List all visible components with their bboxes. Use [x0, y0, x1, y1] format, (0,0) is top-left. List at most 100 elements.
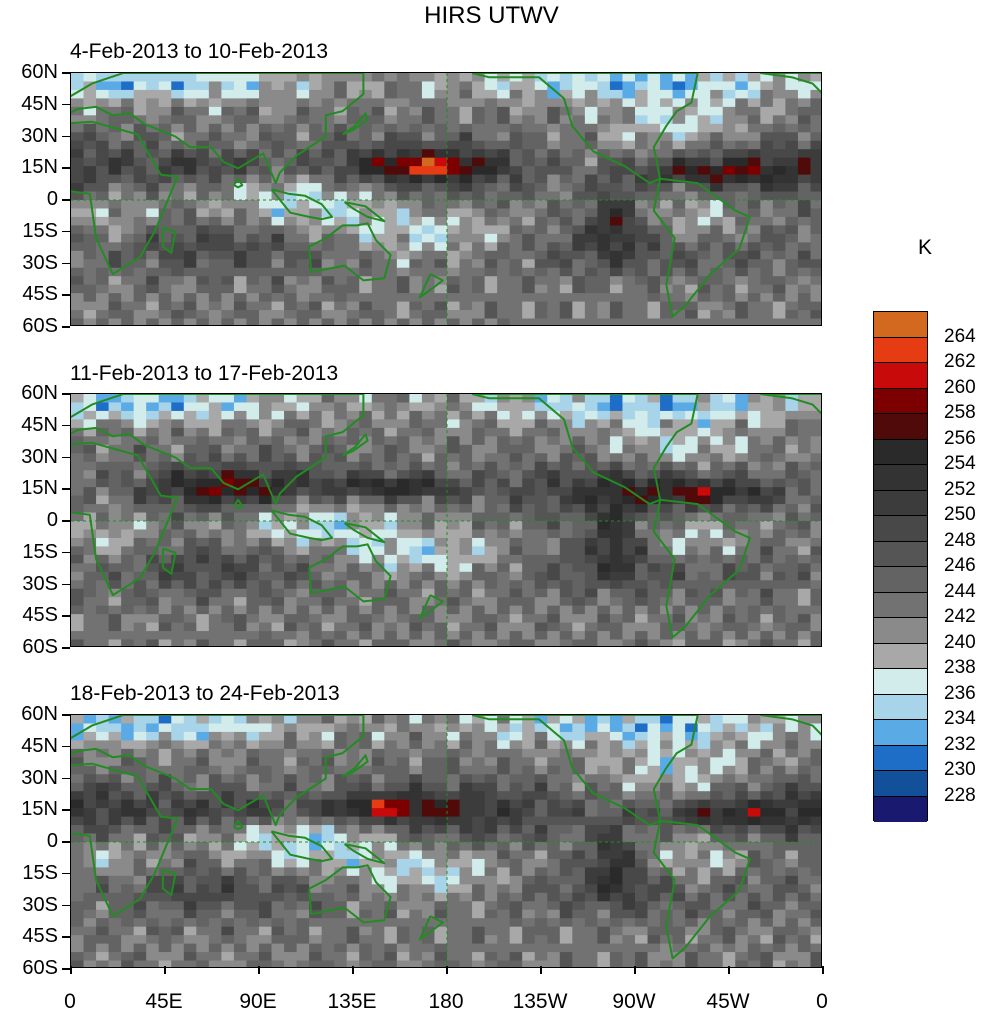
- colorbar-level-label: 244: [944, 580, 976, 602]
- lat-tick: [62, 456, 70, 458]
- colorbar-level-label: 262: [944, 351, 976, 372]
- lat-label: 45S: [22, 604, 58, 627]
- lat-tick: [62, 72, 70, 74]
- colorbar-level-label: 254: [944, 453, 976, 474]
- colorbar-level-label: 238: [944, 657, 976, 678]
- coastline: [233, 819, 244, 831]
- colorbar-level-label: 264: [944, 325, 976, 347]
- coastline: [308, 864, 392, 924]
- colorbar-swatch: [874, 363, 927, 389]
- lon-label: 90W: [612, 990, 656, 1013]
- coastline: [471, 715, 699, 827]
- lat-tick: [62, 520, 70, 522]
- lat-label: 45S: [22, 283, 58, 306]
- coastline: [71, 762, 179, 918]
- panel-title-2: 11-Feb-2013 to 17-Feb-2013: [70, 362, 339, 385]
- colorbar-swatch: [874, 567, 927, 593]
- lat-label: 30N: [21, 766, 58, 789]
- coastline: [760, 715, 821, 736]
- lon-tick: [352, 966, 354, 974]
- coastline: [71, 715, 365, 827]
- colorbar-swatch: [874, 694, 927, 720]
- lat-label: 45N: [21, 734, 58, 757]
- lat-tick: [62, 904, 70, 906]
- colorbar-swatch: [874, 465, 927, 491]
- coastline: [308, 222, 392, 282]
- coastline: [161, 868, 177, 896]
- coastline: [418, 273, 444, 299]
- colorbar-swatch: [874, 541, 927, 567]
- coastline: [161, 226, 177, 254]
- lat-tick: [62, 199, 70, 201]
- lat-tick: [62, 135, 70, 137]
- coastline: [71, 73, 365, 185]
- lat-tick: [62, 936, 70, 938]
- panel-title-3: 18-Feb-2013 to 24-Feb-2013: [70, 682, 340, 705]
- lon-label: 45W: [706, 990, 750, 1013]
- colorbar-swatch: [874, 669, 927, 695]
- lat-tick: [62, 615, 70, 617]
- coastline: [308, 543, 392, 603]
- lon-label: 0: [816, 990, 828, 1013]
- contour-field: [71, 715, 821, 967]
- lat-label: 30N: [21, 124, 58, 147]
- lon-label: 0: [64, 990, 76, 1013]
- lat-label: 30S: [22, 572, 58, 595]
- lat-tick: [62, 167, 70, 169]
- lat-tick: [62, 326, 70, 328]
- coastline: [652, 498, 751, 639]
- lat-label: 15S: [22, 540, 58, 563]
- lon-label: 135W: [512, 990, 568, 1013]
- lat-tick: [62, 872, 70, 875]
- coastline: [342, 112, 369, 136]
- coastline: [270, 509, 334, 542]
- colorbar-level-label: 236: [944, 682, 976, 704]
- colorbar-swatch: [874, 796, 927, 822]
- lon-tick: [258, 966, 260, 974]
- coastline: [343, 201, 386, 223]
- lat-tick: [62, 841, 70, 843]
- colorbar-level-label: 232: [944, 733, 976, 755]
- colorbar-swatch: [874, 745, 927, 771]
- coastline: [652, 177, 751, 318]
- lon-label: 180: [428, 990, 464, 1013]
- lon-tick: [164, 966, 166, 974]
- lat-tick: [62, 393, 70, 395]
- coastline: [71, 441, 179, 597]
- colorbar-level-label: 246: [944, 555, 976, 576]
- coastline: [418, 915, 444, 941]
- lon-tick: [540, 966, 542, 974]
- colorbar-level-label: 240: [944, 631, 976, 653]
- lat-label: 45N: [21, 92, 58, 115]
- colorbar-level-label: 242: [944, 606, 976, 627]
- colorbar-level-label: 256: [944, 427, 976, 449]
- colorbar-swatch: [874, 618, 927, 644]
- coastline: [652, 819, 751, 960]
- colorbar-swatch: [874, 643, 927, 669]
- lat-label: 60S: [22, 315, 58, 337]
- panel-title-1: 4-Feb-2013 to 10-Feb-2013: [70, 40, 328, 63]
- coastline: [161, 547, 177, 575]
- colorbar-swatch: [874, 592, 927, 618]
- lat-label: 0: [46, 188, 58, 210]
- lat-tick: [62, 103, 70, 106]
- lat-label: 45S: [22, 925, 58, 948]
- colorbar-swatch: [874, 414, 927, 440]
- lat-label: 60N: [21, 382, 58, 404]
- lat-label: 15N: [21, 798, 58, 821]
- lat-tick: [62, 968, 70, 970]
- colorbar-level-label: 230: [944, 759, 976, 780]
- colorbar-level-label: 228: [944, 784, 976, 806]
- colorbar-level-label: 260: [944, 376, 976, 398]
- coastline: [233, 498, 244, 510]
- lat-tick: [62, 777, 70, 779]
- coastline: [270, 830, 334, 863]
- lat-label: 0: [46, 830, 58, 852]
- lat-label: 60S: [22, 636, 58, 658]
- colorbar-level-label: 258: [944, 402, 976, 423]
- colorbar-swatch: [874, 439, 927, 465]
- coastline: [343, 843, 386, 865]
- colorbar: [873, 311, 928, 822]
- lat-label: 15S: [22, 219, 58, 242]
- lon-tick: [822, 966, 824, 974]
